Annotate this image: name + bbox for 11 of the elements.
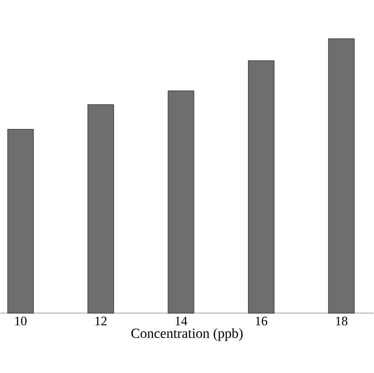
bar xyxy=(328,38,355,314)
bar xyxy=(7,129,34,314)
bar xyxy=(168,90,194,314)
x-tick-label: 14 xyxy=(176,316,188,326)
bar xyxy=(88,104,114,314)
bar xyxy=(248,60,274,314)
x-tick-label: 16 xyxy=(256,316,268,326)
x-tick-label: 12 xyxy=(95,316,107,326)
x-tick-label: 18 xyxy=(336,316,348,326)
x-axis-title: Concentration (ppb) xyxy=(131,328,243,341)
x-tick-label: 10 xyxy=(15,316,27,326)
